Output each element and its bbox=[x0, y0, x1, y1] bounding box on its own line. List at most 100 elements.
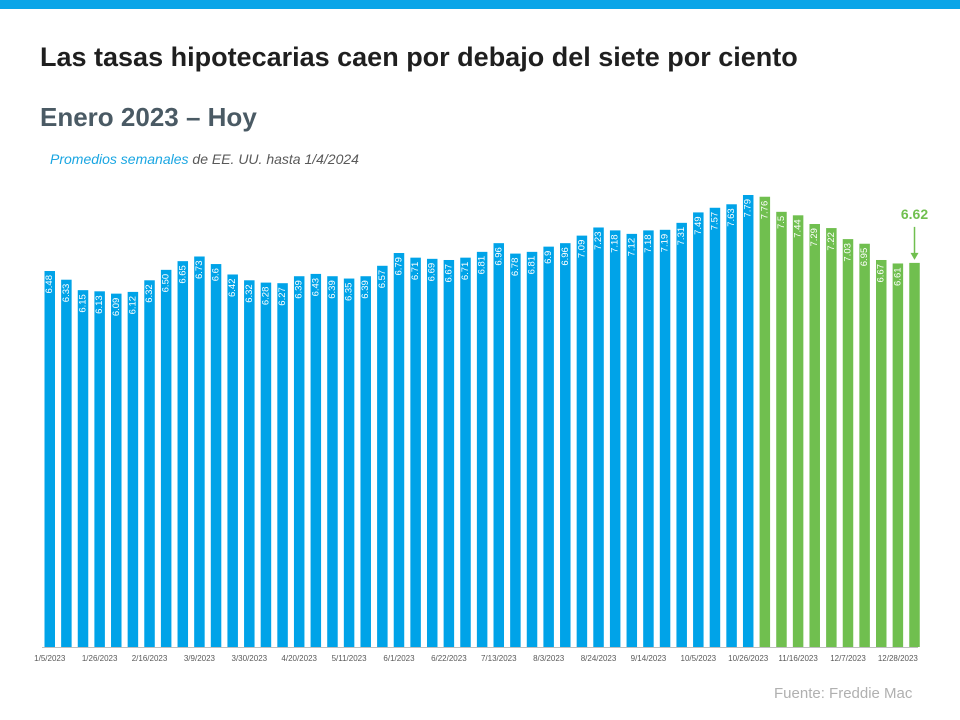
x-tick-label: 10/26/2023 bbox=[728, 654, 769, 663]
bar bbox=[876, 259, 887, 647]
bar bbox=[676, 222, 687, 647]
bar-value-label: 7.79 bbox=[743, 199, 754, 218]
page-subtitle: Enero 2023 – Hoy bbox=[40, 102, 257, 132]
bar-value-label: 6.61 bbox=[892, 267, 903, 286]
bar bbox=[609, 230, 621, 647]
source-credit: Fuente: Freddie Mac bbox=[774, 685, 913, 702]
bar bbox=[194, 256, 205, 647]
bar bbox=[543, 246, 554, 647]
bar-value-label: 6.15 bbox=[78, 294, 89, 313]
bar bbox=[293, 276, 305, 647]
bar bbox=[859, 243, 870, 648]
bar bbox=[759, 196, 771, 648]
bar bbox=[377, 265, 388, 647]
bar-value-label: 7.63 bbox=[726, 208, 737, 227]
bar-value-label: 6.65 bbox=[177, 265, 188, 284]
bar bbox=[260, 282, 272, 647]
x-tick-label: 12/28/2023 bbox=[878, 654, 919, 663]
bar-value-label: 6.67 bbox=[443, 264, 454, 283]
bar bbox=[426, 258, 438, 647]
x-tick-label: 7/13/2023 bbox=[481, 654, 517, 663]
bar-value-label: 7.19 bbox=[660, 234, 671, 253]
bar-value-label: 6.09 bbox=[111, 298, 122, 317]
bar-value-label: 7.57 bbox=[709, 212, 720, 231]
x-tick-label: 2/16/2023 bbox=[132, 654, 168, 663]
chart-note-highlight: Promedios semanales bbox=[50, 151, 189, 167]
page-title: Las tasas hipotecarias caen por debajo d… bbox=[40, 42, 798, 72]
bar bbox=[593, 227, 604, 648]
bar bbox=[726, 204, 737, 647]
bar-value-label: 6.39 bbox=[360, 280, 371, 299]
bar-value-label: 6.32 bbox=[144, 284, 155, 303]
bar bbox=[576, 235, 588, 647]
x-tick-label: 6/22/2023 bbox=[431, 654, 467, 663]
bar-value-label: 6.78 bbox=[510, 258, 521, 277]
bar-value-label: 6.95 bbox=[859, 248, 870, 266]
bar bbox=[160, 269, 172, 647]
bar-value-label: 6.32 bbox=[244, 284, 255, 303]
bar-value-label: 7.49 bbox=[693, 216, 704, 235]
bar bbox=[277, 283, 288, 647]
bar bbox=[127, 291, 139, 647]
bar bbox=[626, 233, 638, 647]
bar-value-label: 6.43 bbox=[310, 278, 321, 297]
bar-value-label: 7.29 bbox=[809, 228, 820, 247]
bar-value-label: 7.76 bbox=[759, 201, 770, 220]
bar bbox=[693, 212, 704, 647]
bar-value-label: 6.12 bbox=[127, 296, 138, 315]
bar bbox=[560, 243, 571, 647]
bar bbox=[792, 215, 804, 647]
x-tick-label: 1/5/2023 bbox=[34, 654, 66, 663]
bar bbox=[310, 273, 322, 647]
bar-value-label: 6.71 bbox=[410, 262, 421, 281]
x-tick-label: 8/3/2023 bbox=[533, 654, 565, 663]
bar bbox=[742, 195, 754, 647]
bar-value-label: 6.57 bbox=[377, 270, 388, 289]
x-tick-label: 1/26/2023 bbox=[82, 654, 118, 663]
bar bbox=[443, 259, 455, 647]
bar bbox=[410, 257, 421, 647]
bar-value-label: 6.6 bbox=[211, 268, 222, 281]
bar-value-label: 6.27 bbox=[277, 287, 288, 306]
bar bbox=[842, 239, 854, 647]
bar bbox=[776, 211, 787, 647]
bar bbox=[393, 253, 405, 647]
bar bbox=[709, 207, 721, 647]
bar-value-label: 7.18 bbox=[610, 234, 621, 253]
bar bbox=[244, 280, 255, 647]
x-tick-label: 4/20/2023 bbox=[281, 654, 317, 663]
bar-value-label: 6.42 bbox=[227, 278, 238, 297]
x-tick-label: 10/5/2023 bbox=[681, 654, 717, 663]
bar-value-label: 7.44 bbox=[793, 219, 804, 238]
bar-value-label: 6.81 bbox=[477, 256, 488, 274]
x-tick-label: 6/1/2023 bbox=[383, 654, 415, 663]
bar-value-label: 6.79 bbox=[393, 257, 404, 276]
bar bbox=[659, 229, 671, 647]
bar bbox=[476, 251, 488, 648]
bar-value-label: 7.31 bbox=[676, 227, 687, 246]
bar-value-label: 6.96 bbox=[560, 247, 571, 266]
latest-value-annotation: 6.62 bbox=[901, 206, 928, 222]
bar-value-label: 6.9 bbox=[543, 251, 554, 264]
bar bbox=[510, 253, 521, 647]
bar-value-label: 7.12 bbox=[626, 238, 637, 257]
bar bbox=[227, 274, 238, 647]
bar bbox=[892, 263, 904, 647]
bar bbox=[909, 262, 920, 647]
bar-value-label: 7.23 bbox=[593, 231, 604, 250]
bar bbox=[809, 224, 820, 647]
bar-value-label: 7.03 bbox=[842, 243, 853, 262]
bar bbox=[360, 276, 371, 647]
chart-note: Promedios semanales de EE. UU. hasta 1/4… bbox=[50, 151, 359, 167]
bar-value-label: 7.5 bbox=[776, 216, 787, 229]
bar bbox=[44, 271, 55, 647]
bar bbox=[327, 276, 338, 647]
x-tick-label: 3/9/2023 bbox=[184, 654, 216, 663]
bar bbox=[77, 290, 89, 647]
x-tick-label: 5/11/2023 bbox=[332, 654, 368, 663]
x-tick-label: 11/16/2023 bbox=[778, 654, 818, 663]
x-tick-label: 12/7/2023 bbox=[830, 654, 866, 663]
bar bbox=[460, 257, 471, 647]
bar-value-label: 6.71 bbox=[460, 262, 471, 281]
bar-value-label: 6.39 bbox=[294, 280, 305, 299]
